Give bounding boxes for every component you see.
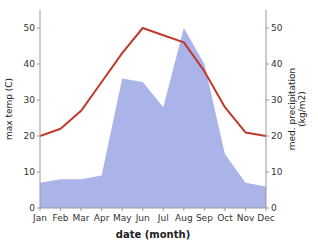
y2-tick-label: 30 bbox=[271, 95, 283, 105]
x-tick bbox=[142, 208, 143, 211]
y-tick-label: 40 bbox=[24, 59, 36, 69]
y-tick-label: 30 bbox=[24, 95, 36, 105]
x-tick bbox=[101, 208, 102, 211]
y2-tick bbox=[266, 172, 269, 173]
y2-axis-label: med. precipitation(kg/m2) bbox=[287, 68, 307, 150]
y-tick-label: 10 bbox=[24, 167, 36, 177]
y-tick bbox=[37, 208, 40, 209]
y-tick-label: 20 bbox=[24, 131, 36, 141]
area bbox=[40, 28, 266, 208]
y-tick-label: 0 bbox=[29, 203, 35, 213]
y2-tick bbox=[266, 64, 269, 65]
y2-tick bbox=[266, 136, 269, 137]
x-tick-label: Sep bbox=[196, 213, 213, 223]
y2-tick-label: 10 bbox=[271, 167, 283, 177]
y2-tick bbox=[266, 208, 269, 209]
y-axis bbox=[40, 10, 41, 208]
x-tick-label: Jun bbox=[135, 213, 150, 223]
y2-tick bbox=[266, 100, 269, 101]
y2-tick-label: 20 bbox=[271, 131, 283, 141]
x-axis-label: date (month) bbox=[116, 229, 190, 240]
x-tick-label: Jul bbox=[157, 213, 169, 223]
y2-tick-label: 40 bbox=[271, 59, 283, 69]
x-tick bbox=[122, 208, 123, 211]
x-tick bbox=[224, 208, 225, 211]
x-tick-label: Oct bbox=[217, 213, 233, 223]
y-tick bbox=[37, 100, 40, 101]
x-tick bbox=[60, 208, 61, 211]
x-tick-label: Dec bbox=[257, 213, 274, 223]
x-tick bbox=[245, 208, 246, 211]
x-tick bbox=[204, 208, 205, 211]
y2-tick-label: 50 bbox=[271, 23, 283, 33]
x-tick-label: Feb bbox=[53, 213, 69, 223]
x-tick-label: Apr bbox=[94, 213, 110, 223]
x-tick-label: Nov bbox=[237, 213, 255, 223]
x-tick-label: Mar bbox=[73, 213, 90, 223]
x-tick-label: May bbox=[113, 213, 132, 223]
plot-area bbox=[40, 28, 266, 208]
line bbox=[40, 28, 266, 136]
x-tick bbox=[81, 208, 82, 211]
y-tick bbox=[37, 136, 40, 137]
x-tick-label: Aug bbox=[175, 213, 193, 223]
y-tick bbox=[37, 172, 40, 173]
y-axis-label: max temp (C) bbox=[4, 78, 14, 140]
x-tick bbox=[183, 208, 184, 211]
y-tick bbox=[37, 28, 40, 29]
x-tick bbox=[163, 208, 164, 211]
y2-axis bbox=[266, 10, 267, 208]
x-tick-label: Jan bbox=[32, 213, 47, 223]
y-tick-label: 50 bbox=[24, 23, 36, 33]
y-tick bbox=[37, 64, 40, 65]
y2-tick-label: 0 bbox=[271, 203, 277, 213]
y2-tick bbox=[266, 28, 269, 29]
x-axis bbox=[40, 208, 266, 209]
chart: JanFebMarAprMayJunJulAugSepOctNovDec0102… bbox=[0, 0, 318, 247]
